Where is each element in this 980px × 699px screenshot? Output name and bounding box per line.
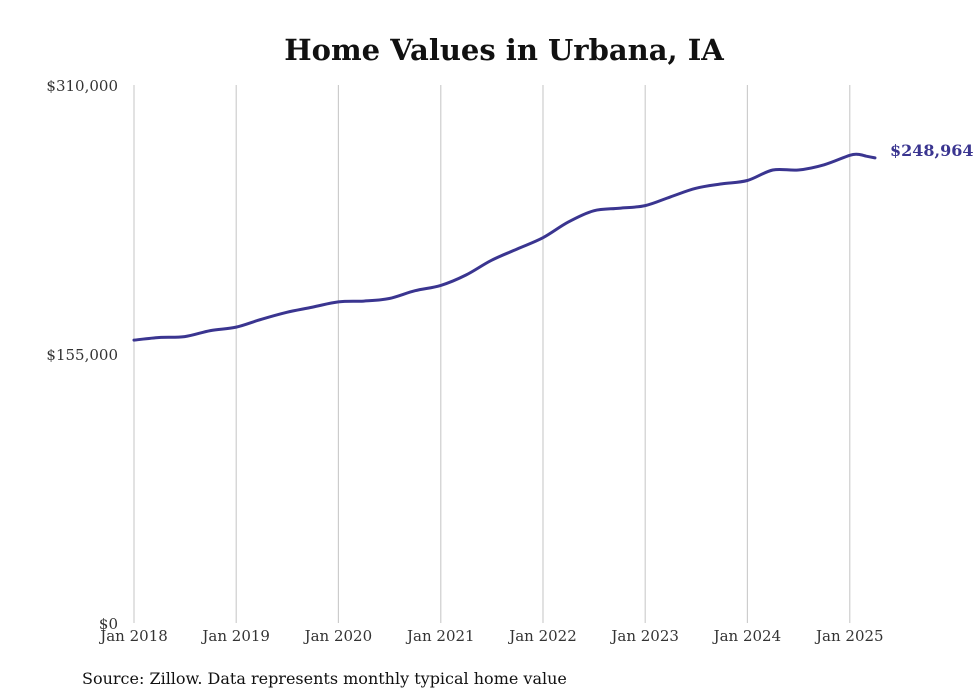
- y-tick-label-0: $0: [99, 615, 118, 633]
- x-tick-label-6: Jan 2024: [712, 627, 782, 645]
- y-tick-label-2: $310,000: [46, 77, 118, 95]
- y-tick-label-1: $155,000: [46, 346, 118, 364]
- x-tick-label-5: Jan 2023: [609, 627, 679, 645]
- x-tick-label-4: Jan 2022: [507, 627, 577, 645]
- grid-lines: [133, 85, 851, 623]
- x-tick-label-2: Jan 2020: [303, 627, 373, 645]
- x-tick-label-0: Jan 2018: [98, 627, 168, 645]
- source-note: Source: Zillow. Data represents monthly …: [82, 669, 567, 688]
- x-tick-label-7: Jan 2025: [814, 627, 884, 645]
- end-value-label: $248,964: [890, 141, 974, 160]
- x-tick-label-1: Jan 2019: [200, 627, 270, 645]
- x-axis-ticks: Jan 2018 Jan 2019 Jan 2020 Jan 2021 Jan 2022…: [98, 627, 883, 645]
- chart-title: Home Values in Urbana, IA: [284, 33, 724, 67]
- y-axis-ticks: $0 $155,000 $310,000: [46, 77, 118, 633]
- x-tick-label-3: Jan 2021: [405, 627, 475, 645]
- series-line-0: [132, 152, 877, 342]
- series-layer: [132, 152, 877, 342]
